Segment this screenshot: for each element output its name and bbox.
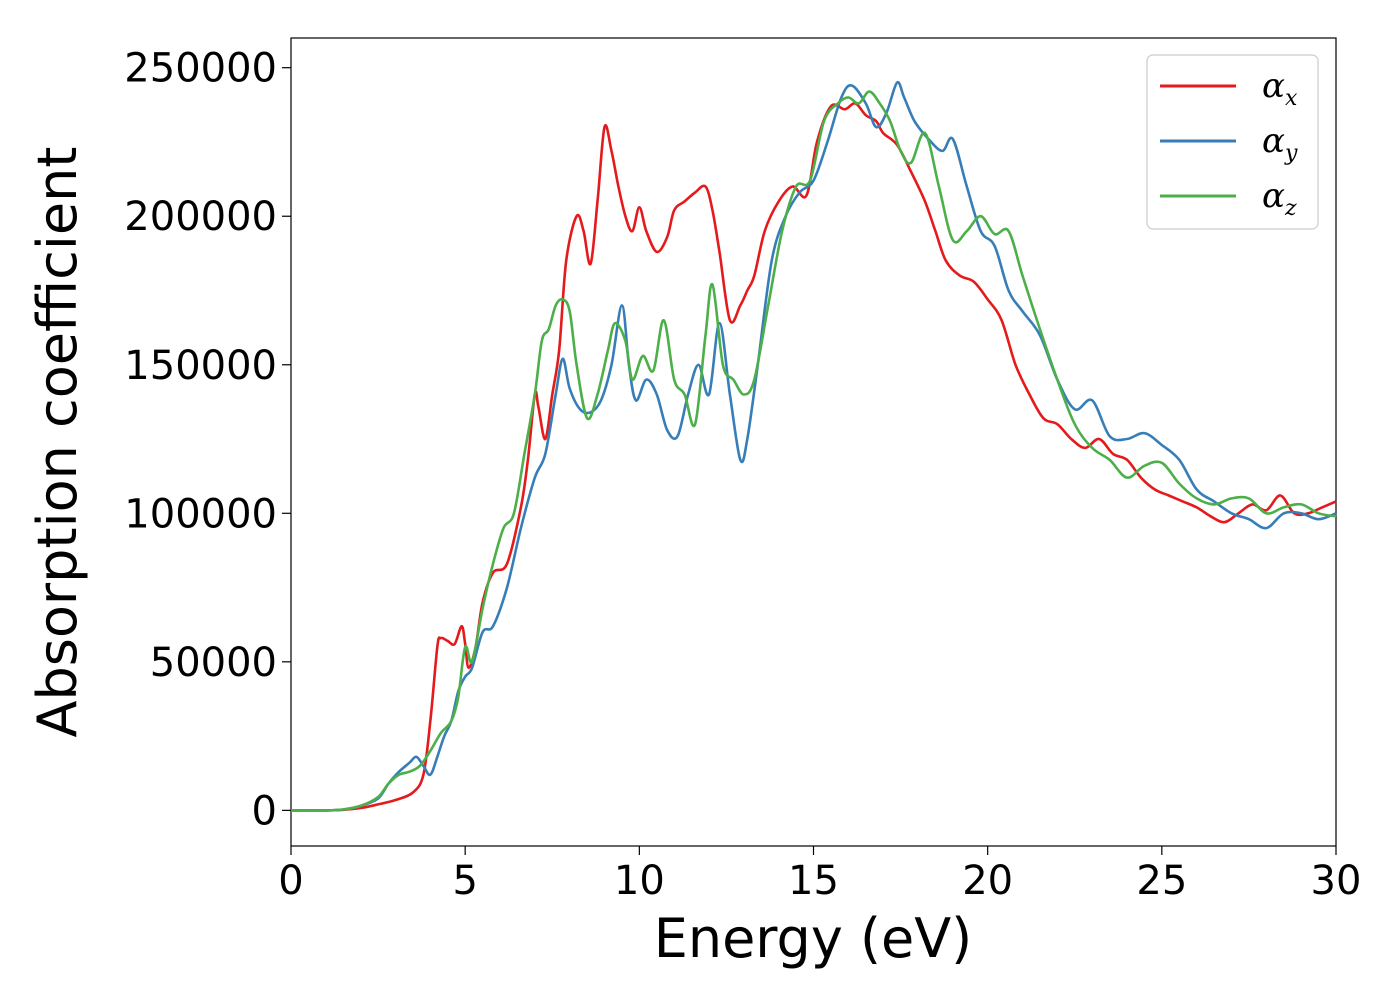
y-tick-label: 200000 — [124, 194, 277, 240]
legend-label-z: αz — [1262, 176, 1297, 221]
x-tick-label: 15 — [788, 858, 839, 904]
x-tick-label: 10 — [614, 858, 665, 904]
y-tick-label: 50000 — [150, 640, 277, 686]
y-tick-label: 150000 — [124, 343, 277, 389]
series-layer — [290, 80, 1337, 812]
x-tick-label: 20 — [962, 858, 1013, 904]
x-tick-label: 5 — [452, 858, 477, 904]
x-tick-label: 25 — [1136, 858, 1187, 904]
y-axis-ticks: 0 50000 100000 150000 200000 250000 — [124, 46, 291, 834]
legend: αx αy αz — [1146, 54, 1319, 230]
x-tick-label: 30 — [1311, 858, 1362, 904]
series-line-z — [290, 90, 1337, 812]
y-tick-label: 0 — [252, 788, 277, 834]
x-axis-ticks: 0 5 10 15 20 25 30 — [278, 846, 1361, 904]
x-tick-label: 0 — [278, 858, 303, 904]
y-tick-label: 100000 — [124, 491, 277, 537]
x-axis-title: Energy (eV) — [654, 907, 973, 970]
legend-label-y: αy — [1262, 121, 1298, 166]
y-tick-label: 250000 — [124, 46, 277, 92]
y-axis-title: Absorption coefficient — [26, 147, 89, 738]
legend-label-x: αx — [1262, 66, 1298, 111]
